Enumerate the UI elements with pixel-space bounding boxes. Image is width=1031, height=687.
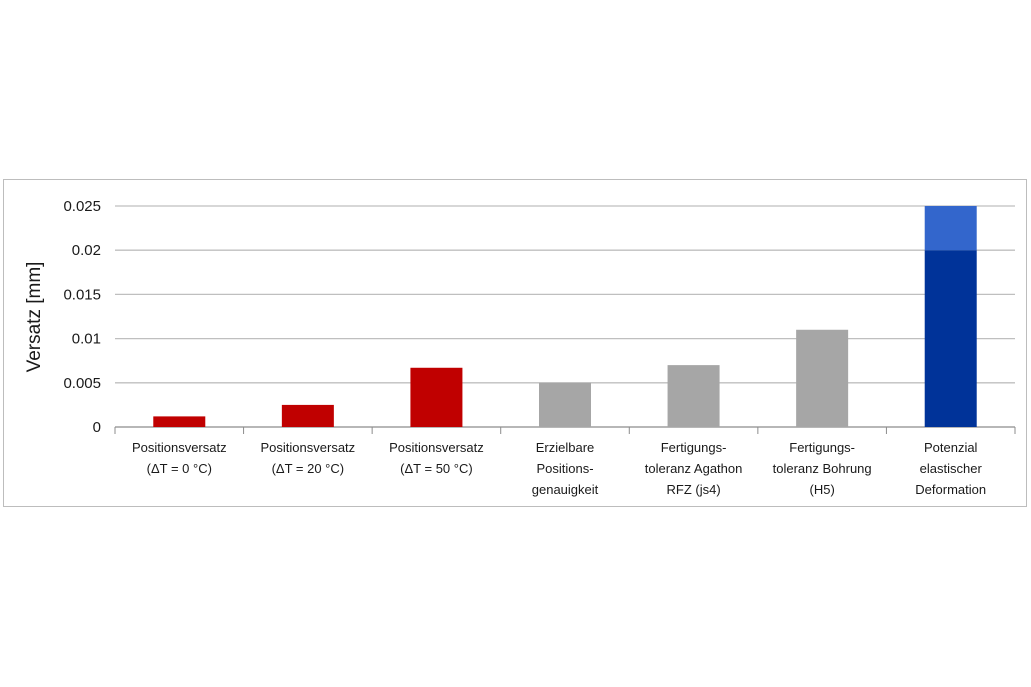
- category-label-line: Positionsversatz: [389, 440, 484, 455]
- category-label-line: Potenzial: [924, 440, 978, 455]
- bar-stacked-segment: [924, 206, 977, 251]
- category-label-line: (ΔT = 0 °C): [147, 461, 212, 476]
- y-axis-title: Versatz [mm]: [24, 262, 45, 373]
- y-tick-label: 0.02: [72, 242, 101, 259]
- y-tick-label: 0.025: [63, 198, 101, 215]
- category-label: Fertigungs-toleranz Agathon RFZ (js4): [645, 440, 743, 497]
- category-label-line: Positionsversatz: [132, 440, 227, 455]
- bar: [667, 365, 720, 427]
- category-label: Fertigungs-toleranz Bohrung (H5): [773, 440, 872, 497]
- y-tick-label: 0.005: [63, 375, 101, 392]
- bar: [153, 416, 206, 427]
- category-label-line: Fertigungs-: [789, 440, 855, 455]
- category-label: Erzielbare Positions-genauigkeit: [532, 440, 599, 497]
- category-label-line: Deformation: [915, 482, 986, 497]
- category-label: Potenzial elastischer Deformation: [915, 440, 986, 497]
- bar: [924, 250, 977, 427]
- bar: [796, 329, 849, 427]
- category-labels: Positionsversatz (ΔT = 0 °C)Positionsvers…: [132, 440, 986, 497]
- category-label: Positionsversatz (ΔT = 0 °C): [132, 440, 227, 476]
- category-label-line: (ΔT = 20 °C): [272, 461, 345, 476]
- category-label: Positionsversatz (ΔT = 20 °C): [261, 440, 356, 476]
- category-label-line: toleranz Bohrung: [773, 461, 872, 476]
- bar: [410, 367, 463, 427]
- y-tick-label: 0: [93, 419, 101, 436]
- category-label-line: Positions-: [536, 461, 593, 476]
- y-tick-label: 0.015: [63, 286, 101, 303]
- category-label-line: toleranz Agathon: [645, 461, 743, 476]
- category-label-line: elastischer: [920, 461, 983, 476]
- category-label-line: (H5): [810, 482, 835, 497]
- category-label-line: RFZ (js4): [666, 482, 720, 497]
- y-tick-labels: 0 0.005 0.01 0.015 0.02 0.025: [63, 198, 101, 436]
- category-label-line: Fertigungs-: [661, 440, 727, 455]
- chart-frame: [3, 179, 1027, 507]
- y-tick-label: 0.01: [72, 331, 101, 348]
- gridlines: [114, 205, 1016, 434]
- category-label-line: Positionsversatz: [261, 440, 356, 455]
- bar: [281, 404, 334, 427]
- bars: [153, 206, 977, 427]
- bar: [539, 382, 591, 427]
- category-label-line: genauigkeit: [532, 482, 599, 497]
- category-label-line: Erzielbare: [536, 440, 595, 455]
- category-label: Positionsversatz (ΔT = 50 °C): [389, 440, 484, 476]
- category-label-line: (ΔT = 50 °C): [400, 461, 473, 476]
